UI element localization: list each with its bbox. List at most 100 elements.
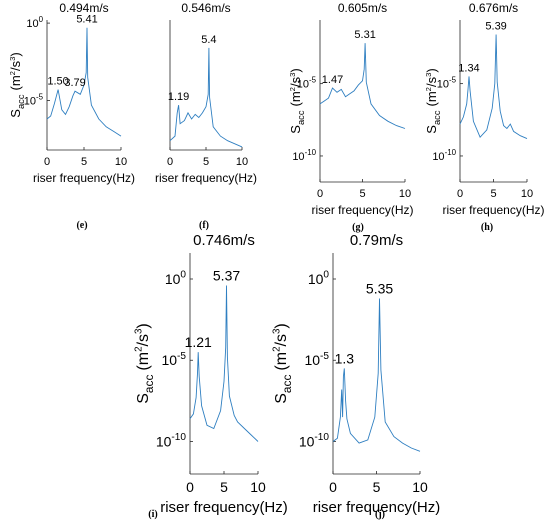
y-tick-base: 10 (26, 18, 38, 30)
y-label-unit: (m (424, 91, 439, 106)
peak-label: 1.3 (335, 350, 355, 366)
chart-title: 0.746m/s (193, 232, 255, 249)
peak-label: 5.35 (366, 281, 393, 297)
y-label-symbol: S (135, 393, 152, 404)
x-axis-label: riser frequency(Hz) (442, 203, 544, 217)
x-tick-label: 10 (412, 479, 428, 495)
y-tick-exponent: 0 (323, 270, 329, 281)
x-axis-label: riser frequency(Hz) (33, 171, 135, 185)
x-axis-label: riser frequency(Hz) (311, 203, 413, 217)
x-tick-label: 0 (457, 188, 463, 200)
peak-label: 1.50 (47, 76, 68, 88)
x-tick-label: 0 (317, 188, 323, 200)
y-tick-exponent: 0 (180, 270, 186, 281)
chart-title: 0.605m/s (338, 1, 387, 15)
y-tick-exponent: -5 (177, 351, 186, 362)
y-label-close: ) (424, 68, 439, 72)
y-label-unit-tail: /s (273, 334, 290, 346)
x-tick-label: 0 (329, 479, 337, 495)
y-label-unit-tail: /s (8, 60, 23, 71)
y-tick-label: 10-5 (161, 351, 186, 368)
y-label-exponent: 3 (134, 328, 145, 334)
chart-title: 0.546m/s (181, 1, 230, 15)
chart-panel-f: 0.546m/s 0 5 10 riser frequency(Hz) 1.19 5.4 (f… (155, 1, 257, 231)
chart-title: 0.676m/s (469, 1, 518, 15)
panel-label: (e) (76, 220, 87, 231)
y-tick-label: 10-10 (292, 148, 316, 163)
y-tick-base: 10 (304, 352, 320, 368)
peak-label: 5.31 (354, 29, 375, 41)
y-label-close: ) (135, 323, 152, 328)
y-label-exponent: 3 (288, 73, 297, 77)
y-label-unit-tail: /s (424, 76, 439, 87)
peak-label: 1.21 (185, 334, 212, 350)
y-tick-label: 10-10 (156, 432, 187, 449)
y-tick-exponent: -10 (171, 432, 186, 443)
y-label-subscript: acc (432, 110, 442, 125)
y-tick-base: 10 (24, 95, 36, 107)
y-label-exponent: 3 (272, 328, 283, 334)
y-label-symbol: S (424, 125, 439, 134)
x-tick-label: 5 (220, 479, 228, 495)
y-tick-base: 10 (292, 151, 304, 163)
y-label-exponent: 2 (272, 346, 283, 351)
panel-label: (h) (481, 222, 493, 233)
x-tick-label: 10 (521, 188, 533, 200)
x-tick-label: 5 (203, 156, 209, 168)
y-label-unit: (m (8, 75, 23, 90)
y-axis-label: Sacc (m2/s3) (8, 52, 26, 117)
x-tick-label: 0 (44, 156, 50, 168)
y-tick-exponent: -5 (449, 76, 457, 85)
panel-label: (f) (199, 220, 209, 231)
peak-label: 5.41 (76, 14, 97, 26)
y-label-exponent: 3 (424, 73, 433, 77)
y-axis-label: Sacc (m2/s3) (134, 323, 156, 404)
x-tick-label: 10 (115, 156, 127, 168)
y-tick-base: 10 (297, 78, 309, 90)
y-tick-exponent: -10 (305, 148, 317, 157)
peak-label: 5.4 (201, 34, 216, 46)
y-axis-label: Sacc (m2/s3) (424, 68, 442, 133)
y-label-exponent: 2 (134, 346, 145, 351)
y-tick-label: 100 (165, 270, 187, 287)
x-tick-label: 0 (167, 156, 173, 168)
x-tick-label: 5 (81, 156, 87, 168)
y-tick-exponent: -10 (314, 432, 329, 443)
y-label-symbol: S (288, 125, 303, 134)
x-tick-label: 10 (399, 188, 411, 200)
spectrum-line (332, 298, 421, 452)
y-label-exponent: 2 (8, 71, 17, 75)
y-label-unit: (m (135, 352, 152, 371)
y-tick-exponent: -5 (320, 351, 329, 362)
y-label-unit: (m (273, 352, 290, 371)
spectrum-line (319, 43, 406, 129)
peak-label: 5.37 (213, 268, 240, 284)
x-tick-label: 5 (490, 188, 496, 200)
y-tick-exponent: -10 (445, 148, 457, 157)
y-tick-exponent: -5 (309, 76, 317, 85)
y-tick-base: 10 (308, 271, 324, 287)
spectrum-line (46, 27, 122, 137)
y-label-subscript: acc (142, 375, 156, 394)
y-tick-label: 10-5 (437, 76, 457, 91)
y-tick-label: 100 (26, 15, 43, 30)
y-label-symbol: S (273, 393, 290, 404)
x-axis-label: riser frequency(Hz) (160, 499, 288, 516)
peak-label: 1.19 (168, 91, 189, 103)
chart-title: 0.79m/s (350, 232, 403, 249)
y-label-unit-tail: /s (135, 334, 152, 346)
y-label-exponent: 2 (288, 87, 297, 91)
y-tick-base: 10 (156, 433, 172, 449)
y-label-symbol: S (8, 109, 23, 118)
y-label-unit-tail: /s (288, 76, 303, 87)
chart-title: 0.494m/s (59, 1, 108, 15)
x-tick-label: 5 (373, 479, 381, 495)
y-tick-base: 10 (432, 151, 444, 163)
y-tick-label: 10-5 (304, 351, 329, 368)
y-tick-label: 10-5 (24, 92, 44, 107)
